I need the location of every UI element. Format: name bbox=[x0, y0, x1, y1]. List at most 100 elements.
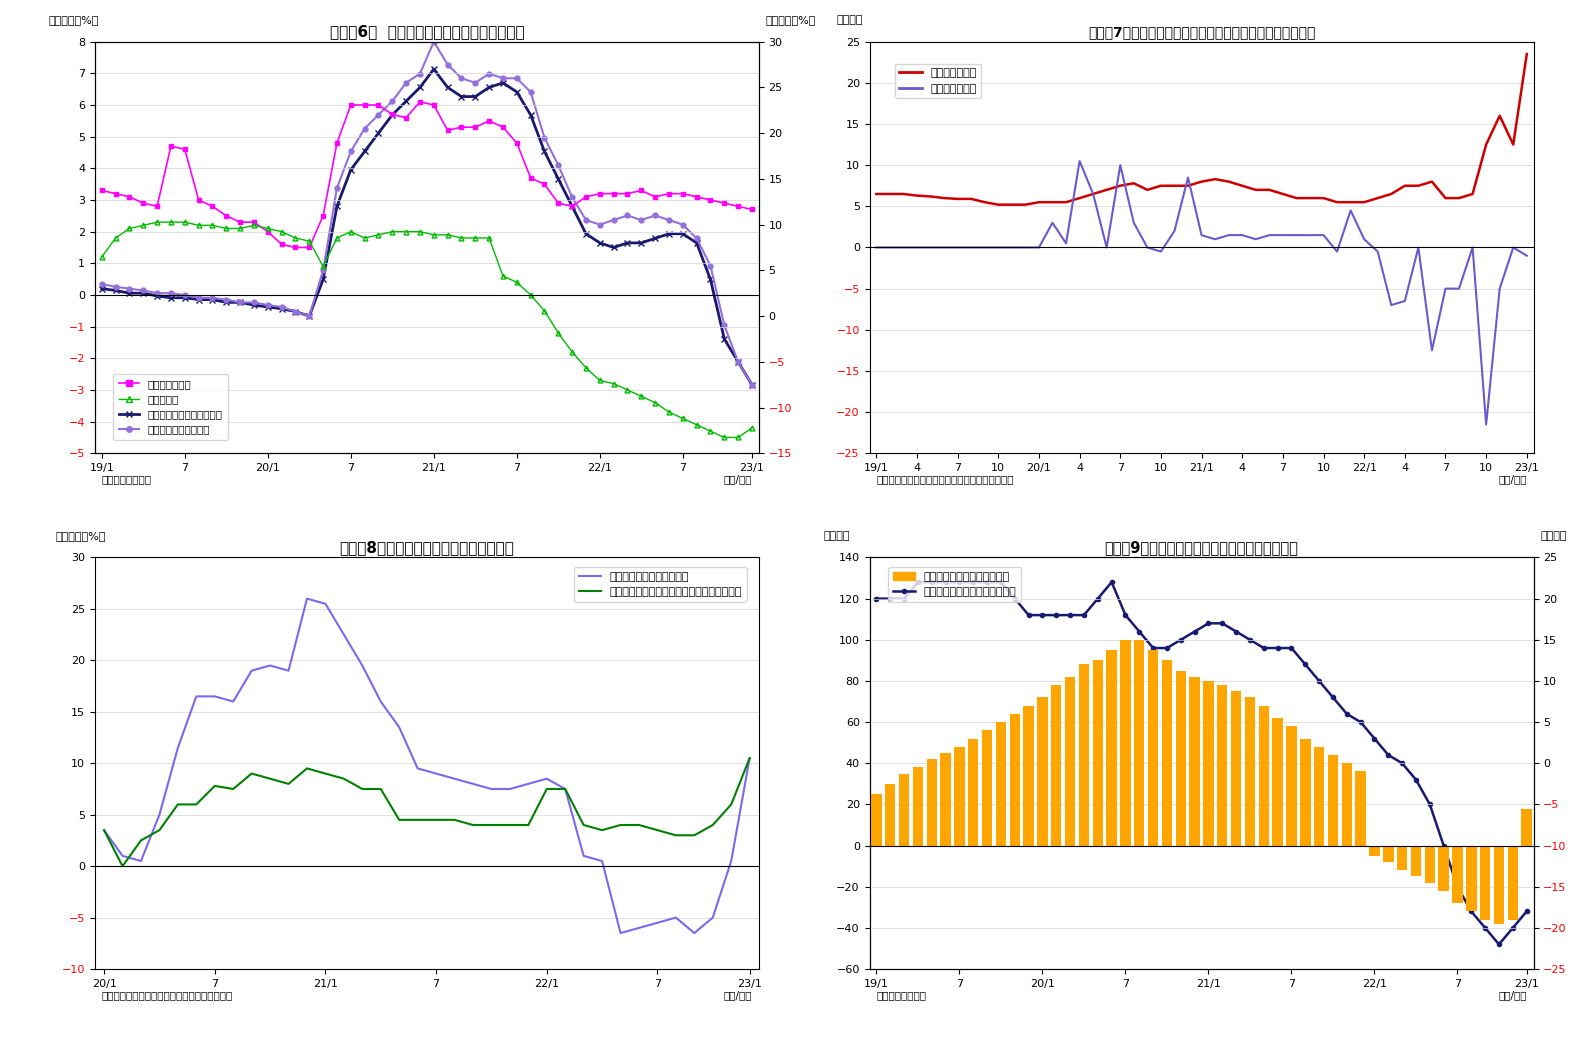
Line: マネタリーベース（右軸）: マネタリーベース（右軸） bbox=[100, 67, 754, 388]
コロナオペ増減 bbox=[1083, 188, 1102, 200]
マネタリーベース（除くコロナオペ・末残） bbox=[557, 783, 575, 795]
日銀当座預金（右軸） bbox=[674, 219, 692, 231]
マネタリーベース末残の前年差 bbox=[1157, 642, 1176, 654]
日銀券発行残高 bbox=[715, 197, 734, 209]
コロナオペ増減 bbox=[1462, 242, 1481, 254]
貨幣流通高 bbox=[674, 413, 692, 425]
マネタリーベース（除くコロナオペ・末残） bbox=[95, 824, 114, 837]
Bar bbox=[1508, 846, 1518, 920]
コロナオペ増減 bbox=[1219, 229, 1238, 242]
マネタリーベース（除くコロナオペ・末残） bbox=[114, 860, 133, 872]
貨幣流通高 bbox=[356, 231, 375, 244]
コロナオペ増減 bbox=[1382, 299, 1401, 312]
コロナオペ増減 bbox=[1368, 245, 1387, 257]
長期国債買入額 bbox=[1382, 188, 1401, 200]
マネタリーベース（右軸） bbox=[175, 292, 194, 304]
マネタリーベース末残の前年差 bbox=[1006, 592, 1024, 604]
長期国債買入額 bbox=[1097, 183, 1116, 196]
長期国債買入額 bbox=[1314, 192, 1333, 204]
マネタリーベース（末残） bbox=[334, 628, 353, 641]
マネタリーベース末残の前年差 bbox=[1116, 609, 1135, 621]
マネタリーベース（右軸） bbox=[134, 287, 153, 299]
コロナオペ増減 bbox=[1287, 229, 1306, 242]
マネタリーベース（末残） bbox=[463, 777, 482, 790]
貨幣流通高 bbox=[106, 231, 125, 244]
コロナオペ増減 bbox=[949, 242, 968, 254]
Bar bbox=[1244, 697, 1255, 846]
Bar bbox=[1176, 671, 1186, 846]
日銀当座預金（右軸） bbox=[92, 278, 111, 291]
貨幣流通高 bbox=[120, 222, 139, 234]
Bar bbox=[1107, 650, 1116, 846]
Bar bbox=[1342, 763, 1352, 846]
長期国債買入額 bbox=[866, 188, 885, 200]
Bar bbox=[1466, 846, 1477, 912]
マネタリーベース（除くコロナオペ・末残） bbox=[610, 819, 629, 832]
マネタリーベース（除くコロナオペ・末残） bbox=[150, 824, 169, 837]
日銀券発行残高 bbox=[106, 188, 125, 200]
日銀券発行残高 bbox=[645, 191, 664, 203]
Line: マネタリーベース末残の前年差: マネタリーベース末残の前年差 bbox=[874, 580, 1529, 946]
日銀当座預金（右軸） bbox=[356, 122, 375, 134]
貨幣流通高 bbox=[217, 222, 236, 234]
長期国債買入額 bbox=[1219, 175, 1238, 188]
マネタリーベース（末残） bbox=[242, 665, 261, 677]
Bar bbox=[1051, 685, 1061, 846]
長期国債買入額 bbox=[1450, 192, 1469, 204]
マネタリーベース（除くコロナオペ・末残） bbox=[667, 829, 686, 842]
マネタリーベース（末残） bbox=[557, 783, 575, 795]
貨幣流通高 bbox=[688, 419, 707, 431]
マネタリーベース（右軸） bbox=[411, 81, 430, 94]
日銀当座預金（右軸） bbox=[383, 95, 402, 107]
マネタリーベース（末残） bbox=[187, 690, 206, 702]
日銀当座預金（右軸） bbox=[120, 282, 139, 295]
コロナオペ増減 bbox=[866, 242, 885, 254]
日銀当座預金（右軸） bbox=[258, 299, 277, 312]
日銀券発行残高 bbox=[383, 108, 402, 121]
マネタリーベース（右軸） bbox=[397, 95, 416, 107]
日銀券発行残高 bbox=[438, 124, 457, 137]
日銀当座預金（右軸） bbox=[245, 296, 264, 308]
長期国債買入額 bbox=[1462, 188, 1481, 200]
日銀券発行残高 bbox=[577, 191, 596, 203]
コロナオペ増減 bbox=[1097, 242, 1116, 254]
日銀当座預金（右軸） bbox=[715, 319, 734, 331]
マネタリーベース（除くコロナオペ・末残） bbox=[648, 824, 667, 837]
Text: （年/月）: （年/月） bbox=[724, 474, 753, 485]
日銀券発行残高 bbox=[508, 137, 526, 149]
長期国債買入額 bbox=[893, 188, 912, 200]
マネタリーベース（右軸） bbox=[493, 77, 512, 90]
日銀券発行残高 bbox=[674, 188, 692, 200]
Text: （資料）日銀データよりニッセイ基礎研究所作成: （資料）日銀データよりニッセイ基礎研究所作成 bbox=[876, 474, 1013, 485]
マネタリーベース（除くコロナオペ・末残） bbox=[500, 819, 519, 832]
貨幣流通高 bbox=[313, 260, 332, 273]
マネタリーベース（末残） bbox=[114, 849, 133, 862]
マネタリーベース（右軸） bbox=[479, 81, 498, 94]
長期国債買入額 bbox=[949, 193, 968, 205]
マネタリーベース（右軸） bbox=[604, 242, 623, 254]
マネタリーベース（右軸） bbox=[563, 200, 582, 213]
Text: （資料）日本銀行: （資料）日本銀行 bbox=[101, 474, 152, 485]
コロナオペ増減 bbox=[1017, 242, 1036, 254]
Bar bbox=[871, 794, 882, 846]
Bar bbox=[885, 784, 895, 846]
コロナオペ増減 bbox=[1178, 171, 1197, 183]
日銀当座預金（右軸） bbox=[743, 378, 762, 391]
マネタリーベース（右軸） bbox=[341, 164, 360, 176]
マネタリーベース（末残） bbox=[225, 695, 243, 708]
マネタリーベース（除くコロナオペ・末残） bbox=[463, 819, 482, 832]
マネタリーベース末残の前年差 bbox=[977, 576, 996, 589]
マネタリーベース（除くコロナオペ・末残） bbox=[353, 783, 372, 795]
日銀券発行残高 bbox=[120, 191, 139, 203]
日銀当座預金（右軸） bbox=[604, 214, 623, 226]
日銀当座預金（右軸） bbox=[313, 264, 332, 276]
コロナオペ増減 bbox=[1056, 238, 1075, 250]
コロナオペ増減 bbox=[907, 242, 926, 254]
マネタリーベース（右軸） bbox=[508, 85, 526, 98]
マネタリーベース末残の前年差 bbox=[1282, 642, 1301, 654]
日銀当座預金（右軸） bbox=[534, 131, 553, 144]
マネタリーベース末残の前年差 bbox=[1198, 617, 1217, 629]
日銀当座預金（右軸） bbox=[479, 68, 498, 80]
長期国債買入額 bbox=[1017, 198, 1036, 210]
日銀当座預金（右軸） bbox=[522, 85, 541, 98]
